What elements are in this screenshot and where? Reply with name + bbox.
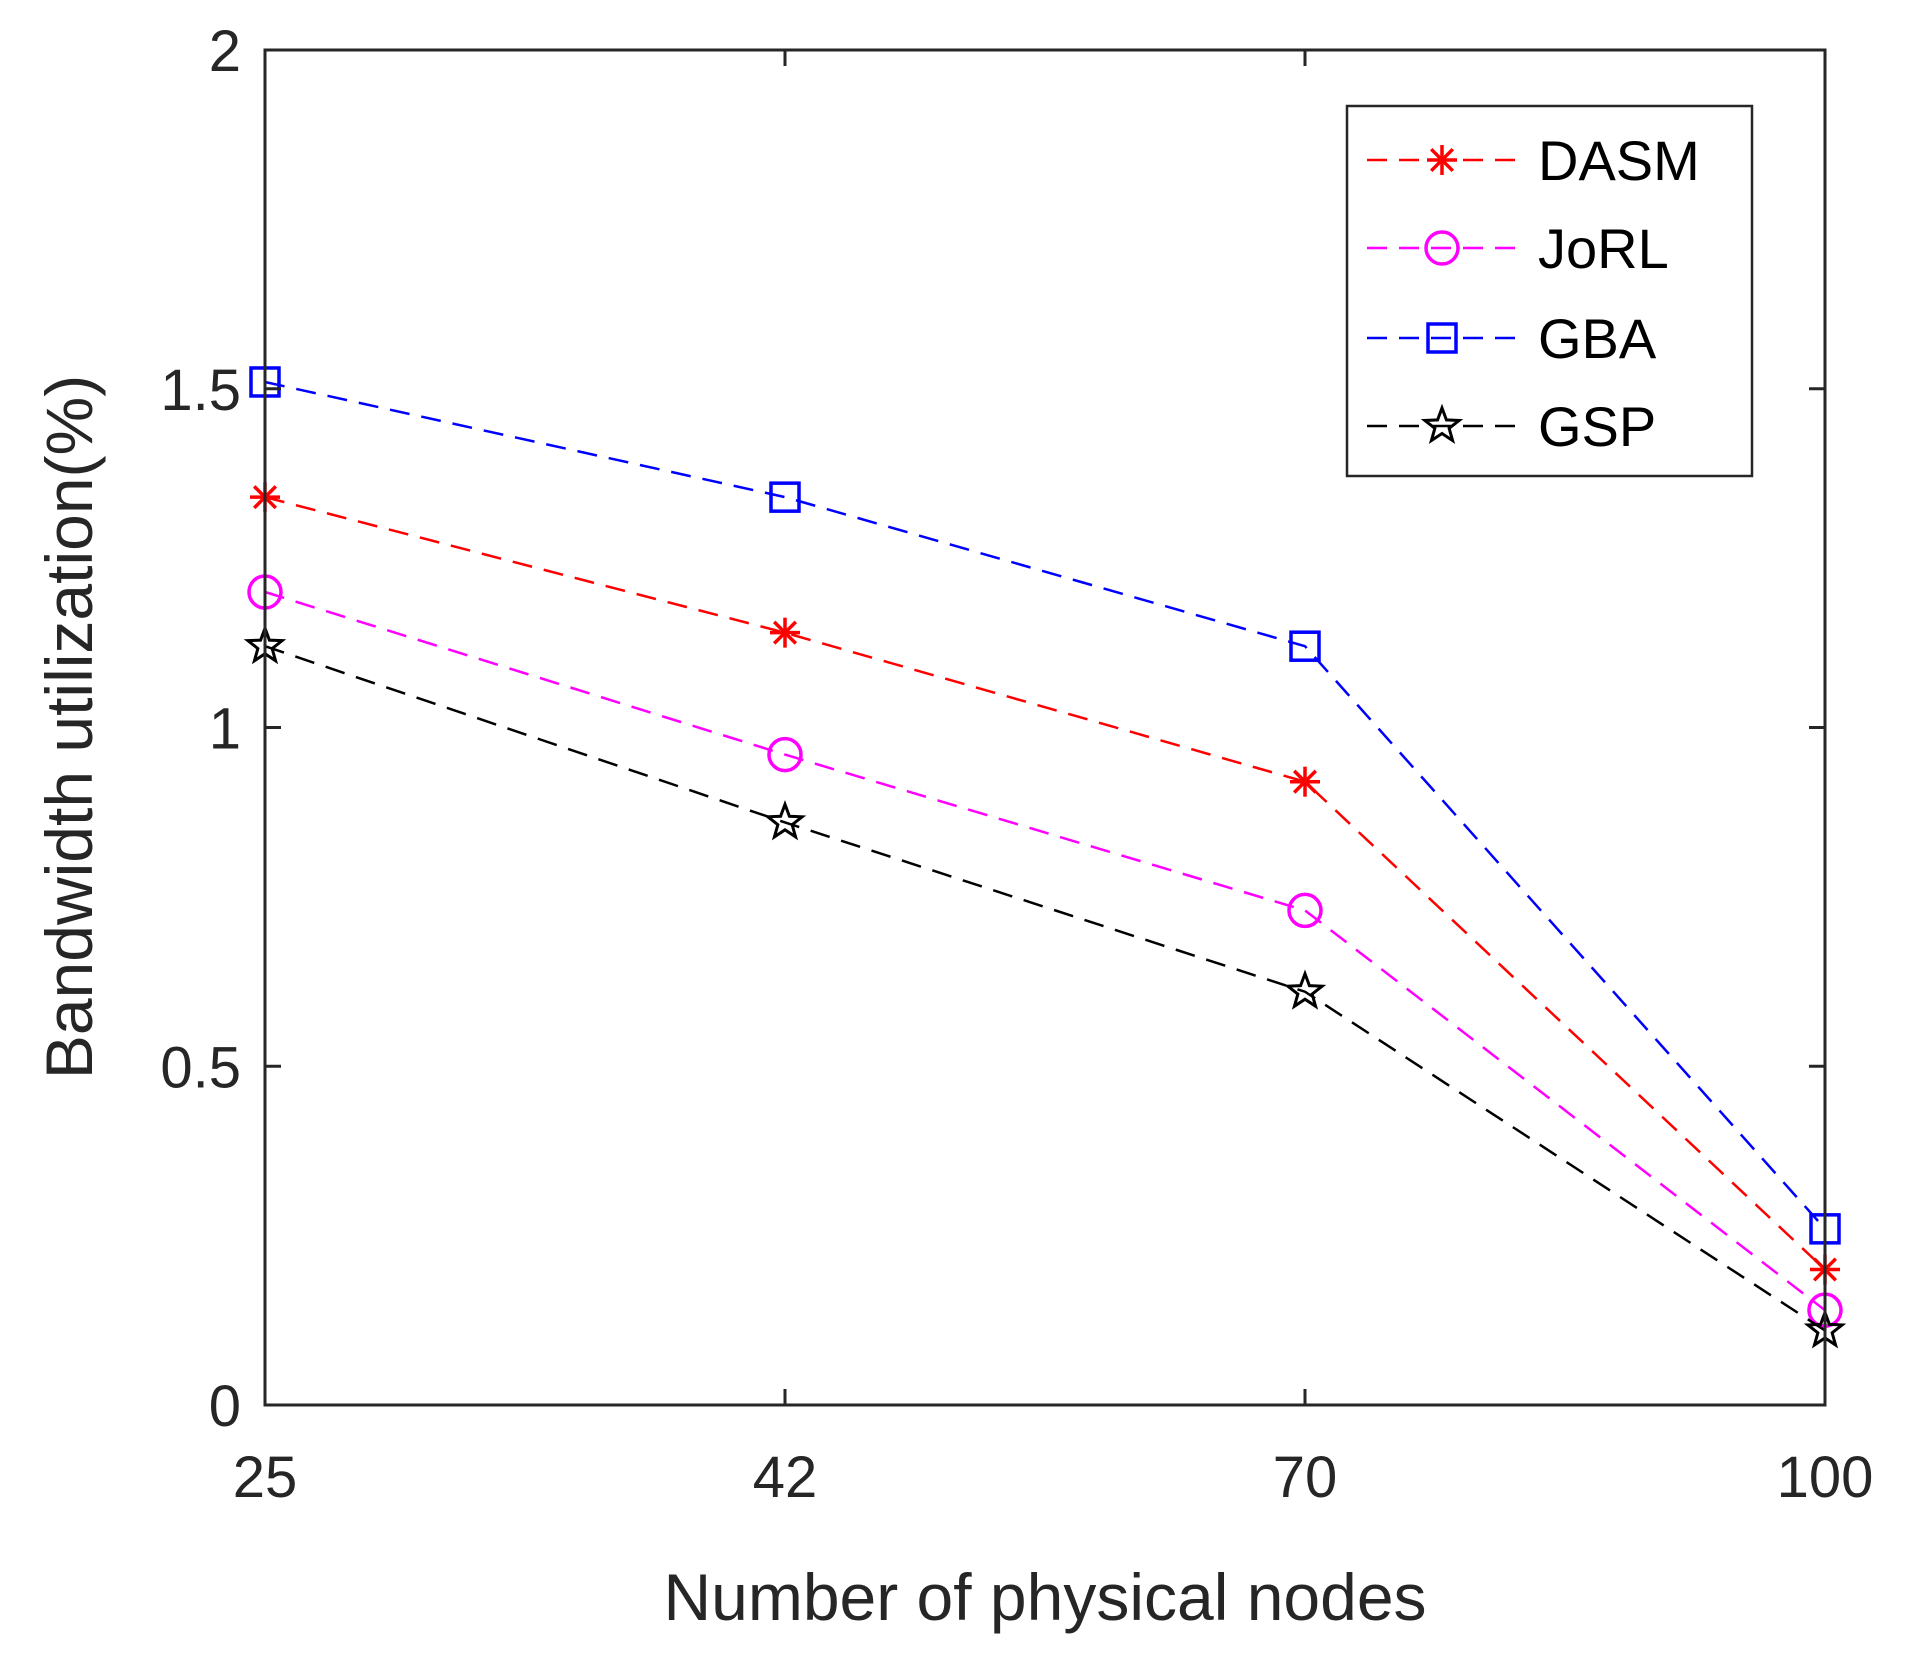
data-point-gsp (763, 800, 807, 841)
series-line-gba (264, 380, 1826, 1230)
legend-marker-jorl-circle-icon (1424, 230, 1460, 266)
star-shape (1420, 403, 1464, 445)
asterisk-stroke (772, 620, 798, 645)
axis-ticks (263, 48, 1827, 1407)
legend-marker-gsp-star-icon (1420, 403, 1464, 445)
x-tick-label: 100 (1777, 1445, 1874, 1510)
legend-marker-shape (1424, 230, 1460, 266)
data-point-gsp (1283, 969, 1327, 1010)
data-point-jorl (767, 736, 803, 773)
asterisk-stroke (1429, 147, 1455, 173)
square-shape (1426, 322, 1458, 354)
legend-marker-shape (1420, 403, 1464, 445)
circle-shape (1287, 892, 1323, 929)
legend-label-gba: GBA (1538, 307, 1657, 370)
legend-marker-gba-square-icon (1426, 322, 1458, 354)
y-axis-title: Bandwidth utilization(%) (32, 375, 106, 1079)
star-shape (763, 800, 807, 841)
x-tick-label: 70 (1273, 1445, 1338, 1510)
legend-marker-shape (1426, 322, 1458, 354)
circle-shape (767, 736, 803, 773)
data-point-jorl (1287, 892, 1323, 929)
series-line-gsp (264, 645, 1826, 1332)
data-point-dasm (1290, 766, 1320, 797)
legend-label-dasm: DASM (1538, 129, 1700, 192)
star-shape (1283, 969, 1327, 1010)
series-line-dasm (264, 495, 1826, 1271)
y-tick-label: 1.5 (160, 358, 241, 423)
legend-label-gsp: GSP (1538, 395, 1656, 458)
data-point-gba (769, 481, 801, 513)
legend-entry-jorl: JoRL (1367, 217, 1669, 280)
square-shape (769, 481, 801, 513)
legend-marker-dasm-asterisk-icon (1427, 145, 1457, 175)
legend-entry-gba: GBA (1367, 307, 1657, 370)
series-line-jorl (264, 590, 1826, 1312)
series-gba (249, 366, 1841, 1245)
legend-entry-gsp: GSP (1367, 395, 1656, 458)
asterisk-stroke (1292, 769, 1318, 794)
legend-entry-dasm: DASM (1367, 129, 1700, 192)
y-tick-label: 0.5 (160, 1035, 241, 1100)
legend-label-jorl: JoRL (1538, 217, 1669, 280)
series-layer (243, 366, 1847, 1349)
square-shape (1289, 630, 1321, 662)
y-tick-label: 1 (209, 697, 241, 762)
axis-tick-labels: 25 42 70 100 0 0.5 1 1.5 2 (160, 19, 1873, 1510)
x-tick-label: 42 (753, 1445, 818, 1510)
data-point-dasm (770, 617, 800, 648)
legend: DASM JoRL GBA GSP (1345, 104, 1754, 478)
y-tick-label: 0 (209, 1374, 241, 1439)
legend-box (1345, 104, 1754, 478)
circle-shape (1424, 230, 1460, 266)
legend-marker-shape (1427, 145, 1457, 175)
data-point-gba (1289, 630, 1321, 662)
y-tick-label: 2 (209, 19, 241, 84)
x-axis-title: Number of physical nodes (663, 1560, 1426, 1634)
x-tick-label: 25 (233, 1445, 298, 1510)
